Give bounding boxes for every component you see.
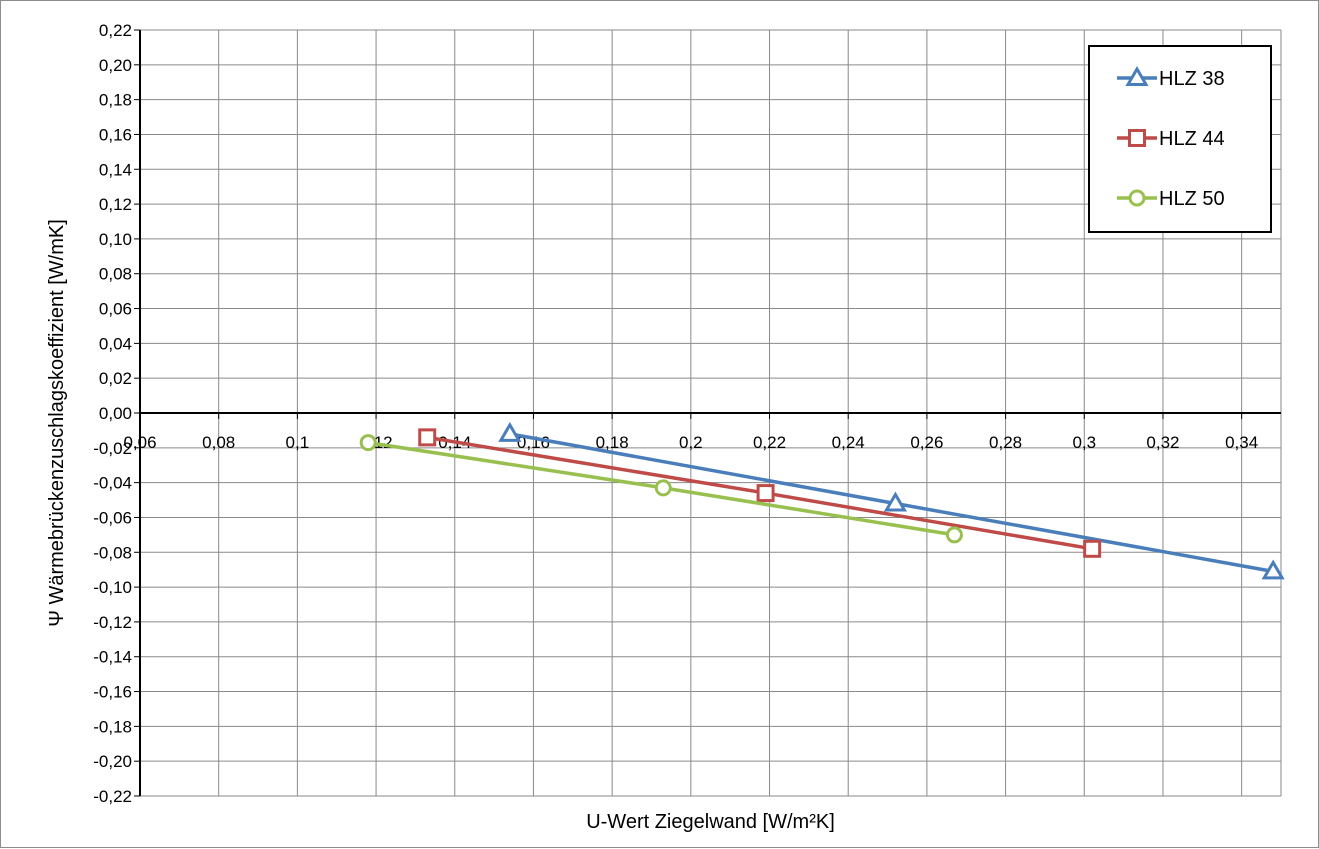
legend-marker-triangle bbox=[1125, 66, 1149, 86]
y-tick-label: -0,04 bbox=[93, 474, 132, 493]
data-point-triangle bbox=[883, 491, 908, 512]
x-tick-labels: 0,060,080,10,120,140,160,180,20,220,240,… bbox=[123, 433, 1258, 452]
x-tick-label: 0,08 bbox=[202, 433, 235, 452]
legend-label: HLZ 44 bbox=[1159, 128, 1225, 150]
x-tick-label: 0,22 bbox=[753, 433, 786, 452]
y-axis-title: Ψ Wärmebrückenzuschlagskoeffizient [W/mK… bbox=[46, 219, 68, 627]
x-tick-label: 0,32 bbox=[1146, 433, 1179, 452]
data-point-circle bbox=[945, 526, 963, 544]
y-tick-label: -0,10 bbox=[93, 578, 132, 597]
x-tick-label: 0,3 bbox=[1072, 433, 1096, 452]
y-tick-label: 0,00 bbox=[99, 404, 132, 423]
x-tick-label: 0,28 bbox=[989, 433, 1022, 452]
x-tick-label: 0,18 bbox=[596, 433, 629, 452]
y-tick-label: 0,14 bbox=[99, 160, 132, 179]
y-tick-label: 0,10 bbox=[99, 230, 132, 249]
series-1 bbox=[498, 421, 1285, 580]
data-point-triangle bbox=[498, 421, 522, 442]
x-tick-label: 0,34 bbox=[1225, 433, 1258, 452]
legend-label: HLZ 38 bbox=[1159, 68, 1225, 90]
series-lines bbox=[359, 421, 1285, 580]
legend-label: HLZ 50 bbox=[1159, 188, 1225, 210]
y-tick-label: -0,14 bbox=[93, 648, 132, 667]
data-point-square bbox=[1083, 539, 1102, 558]
data-point-square bbox=[756, 484, 775, 503]
y-tick-label: 0,12 bbox=[99, 195, 132, 214]
data-point-triangle bbox=[1261, 559, 1285, 580]
y-tick-label: 0,18 bbox=[99, 91, 132, 110]
y-tick-label: -0,08 bbox=[93, 543, 132, 562]
y-tick-label: -0,18 bbox=[93, 717, 132, 736]
x-tick-label: 0,2 bbox=[679, 433, 703, 452]
axes bbox=[134, 29, 1281, 797]
data-point-circle bbox=[654, 479, 672, 497]
legend-item: HLZ 38 bbox=[1117, 66, 1225, 90]
y-tick-label: 0,06 bbox=[99, 300, 132, 319]
y-tick-label: -0,16 bbox=[93, 683, 132, 702]
series-3 bbox=[359, 434, 963, 544]
y-tick-labels: 0,22 0,20 0,18 0,16 0,14 0,12 0,10 0,08 0,06 0,04… bbox=[93, 21, 132, 806]
legend: HLZ 38 HLZ 44 HLZ 50 bbox=[1088, 45, 1272, 233]
y-tick-label: 0,20 bbox=[99, 56, 132, 75]
y-tick-label: -0,12 bbox=[93, 613, 132, 632]
x-tick-label: 0,1 bbox=[286, 433, 310, 452]
y-tick-label: 0,22 bbox=[99, 21, 132, 40]
x-tick-label: 0,26 bbox=[910, 433, 943, 452]
x-tick-label: 0,24 bbox=[832, 433, 865, 452]
legend-item: HLZ 50 bbox=[1117, 188, 1225, 210]
x-tick-label: 0,06 bbox=[123, 433, 156, 452]
data-point-square bbox=[418, 428, 437, 447]
y-tick-label: 0,02 bbox=[99, 369, 132, 388]
y-tick-label: 0,08 bbox=[99, 265, 132, 284]
y-tick-label: -0,22 bbox=[93, 787, 132, 806]
legend-marker-circle bbox=[1128, 189, 1146, 207]
y-tick-label: -0,06 bbox=[93, 508, 132, 527]
legend-item: HLZ 44 bbox=[1117, 128, 1225, 150]
legend-marker-square bbox=[1128, 129, 1146, 147]
y-tick-label: 0,16 bbox=[99, 125, 132, 144]
series-2 bbox=[418, 428, 1102, 558]
data-point-circle bbox=[359, 434, 377, 452]
y-tick-label: -0,20 bbox=[93, 752, 132, 771]
x-axis-title: U-Wert Ziegelwand [W/m²K] bbox=[586, 811, 835, 833]
y-tick-label: 0,04 bbox=[99, 334, 132, 353]
y-tick-label: -0,02 bbox=[93, 439, 132, 458]
